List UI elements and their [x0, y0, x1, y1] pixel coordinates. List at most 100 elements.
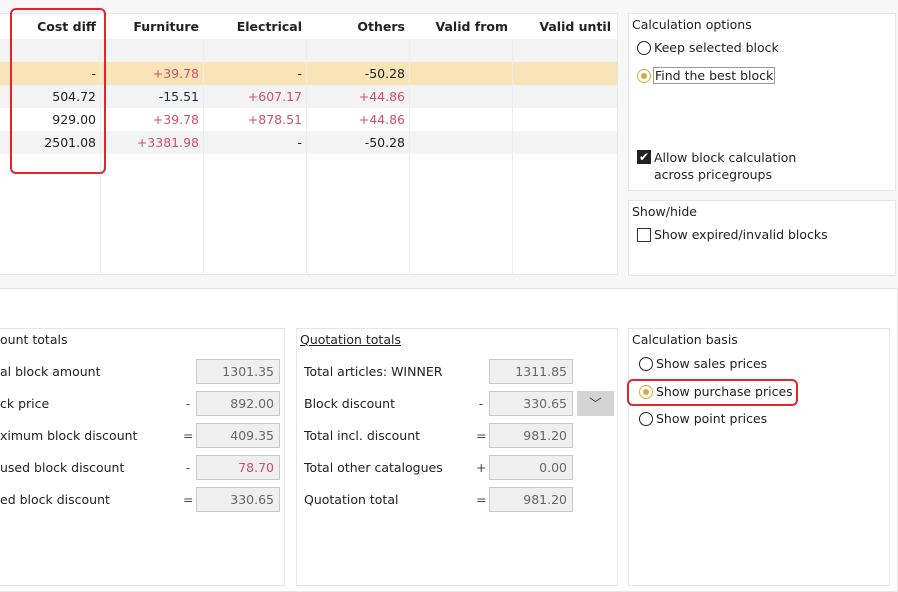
table-cell: -: [297, 135, 302, 150]
calculation-basis-title: Calculation basis: [632, 332, 738, 347]
col-header-electrical[interactable]: Electrical: [236, 19, 302, 34]
col-header-valid-until[interactable]: Valid until: [539, 19, 611, 34]
operator: =: [476, 428, 487, 443]
total-value-field[interactable]: 0.00: [489, 455, 573, 480]
total-value-field[interactable]: 330.65: [196, 487, 280, 512]
table-cell: -50.28: [364, 66, 405, 81]
total-label: Total articles: WINNER: [304, 364, 443, 379]
show-expired-checkbox[interactable]: [637, 228, 651, 242]
total-label: ck price: [0, 396, 50, 411]
operator: =: [476, 492, 487, 507]
table-cell: [512, 85, 615, 108]
table-row[interactable]: 929.00 +39.78 +878.51 +44.86: [0, 108, 617, 131]
table-cell: +3381.98: [136, 135, 199, 150]
column-divider: [306, 39, 307, 274]
column-divider: [409, 39, 410, 274]
table-row[interactable]: [0, 39, 617, 62]
cost-diff-highlight: [10, 8, 106, 174]
keep-selected-block-radio[interactable]: [637, 41, 651, 55]
show-purchase-prices-label[interactable]: Show purchase prices: [656, 384, 793, 399]
total-value-field[interactable]: 1301.35: [196, 359, 280, 384]
quotation-totals-panel: Quotation totals Total articles: WINNER …: [296, 328, 618, 586]
total-value-field[interactable]: 892.00: [196, 391, 280, 416]
col-header-furniture[interactable]: Furniture: [133, 19, 199, 34]
table-cell: -15.51: [158, 89, 199, 104]
show-sales-prices-label[interactable]: Show sales prices: [656, 356, 768, 371]
table-cell: +607.17: [247, 89, 302, 104]
table-cell: -: [91, 66, 96, 81]
operator: +: [476, 460, 487, 475]
total-value-field[interactable]: 981.20: [489, 423, 573, 448]
table-cell: [512, 108, 615, 131]
table-cell: +39.78: [152, 66, 199, 81]
operator: =: [183, 428, 194, 443]
table-cell: -: [297, 66, 302, 81]
total-label: Quotation total: [304, 492, 399, 507]
total-label: ed block discount: [0, 492, 110, 507]
account-totals-panel: ount totals al block amount 1301.35 ck pr…: [0, 328, 285, 586]
table-cell: [409, 62, 512, 85]
calculation-options-panel: Calculation options Keep selected block …: [628, 13, 896, 191]
total-label: used block discount: [0, 460, 125, 475]
table-cell: [409, 108, 512, 131]
allow-block-calculation-label-line2: across pricegroups: [654, 167, 772, 182]
show-hide-title: Show/hide: [632, 204, 697, 219]
blocks-table: Cost diff Furniture Electrical Others Va…: [0, 13, 618, 275]
column-divider: [100, 39, 101, 274]
total-label: ximum block discount: [0, 428, 138, 443]
show-expired-label[interactable]: Show expired/invalid blocks: [654, 227, 828, 242]
total-value-field[interactable]: 78.70: [196, 455, 280, 480]
show-purchase-prices-radio[interactable]: [639, 385, 653, 399]
total-label: Total other catalogues: [304, 460, 443, 475]
column-divider: [512, 39, 513, 274]
table-cell: [409, 39, 512, 62]
chevron-down-icon: ﹀: [589, 396, 602, 411]
show-point-prices-radio[interactable]: [639, 412, 653, 426]
table-cell: 2501.08: [44, 135, 96, 150]
find-best-block-radio[interactable]: [637, 69, 651, 83]
table-row[interactable]: 2501.08 +3381.98 - -50.28: [0, 131, 617, 154]
total-value-field[interactable]: 409.35: [196, 423, 280, 448]
col-header-valid-from[interactable]: Valid from: [435, 19, 508, 34]
table-row[interactable]: 504.72 -15.51 +607.17 +44.86: [0, 85, 617, 108]
total-value-field[interactable]: 1311.85: [489, 359, 573, 384]
allow-block-calculation-checkbox[interactable]: ✔: [637, 150, 651, 164]
quotation-totals-title: Quotation totals: [300, 332, 401, 347]
table-cell: [203, 39, 306, 62]
table-cell: -50.28: [364, 135, 405, 150]
table-cell: +878.51: [247, 112, 302, 127]
table-cell: [512, 39, 615, 62]
operator: -: [185, 460, 191, 475]
total-value-field[interactable]: 330.65: [489, 391, 573, 416]
keep-selected-block-label[interactable]: Keep selected block: [654, 40, 779, 55]
purchase-prices-highlight: [627, 379, 798, 406]
column-divider: [203, 39, 204, 274]
allow-block-calculation-label[interactable]: Allow block calculation: [654, 150, 797, 165]
col-header-cost-diff[interactable]: Cost diff: [37, 19, 96, 34]
account-totals-title: ount totals: [0, 332, 68, 347]
total-value-field[interactable]: 981.20: [489, 487, 573, 512]
show-point-prices-label[interactable]: Show point prices: [656, 411, 768, 426]
operator: -: [185, 396, 191, 411]
total-label: al block amount: [0, 364, 101, 379]
operator: =: [183, 492, 194, 507]
table-cell: +39.78: [152, 112, 199, 127]
show-sales-prices-radio[interactable]: [639, 357, 653, 371]
table-cell: 504.72: [52, 89, 96, 104]
table-cell: [409, 131, 512, 154]
operator: -: [478, 396, 484, 411]
block-discount-dropdown-button[interactable]: ﹀: [577, 391, 614, 416]
col-header-others[interactable]: Others: [357, 19, 405, 34]
table-cell: +44.86: [358, 112, 405, 127]
table-cell: 929.00: [52, 112, 96, 127]
table-cell: [100, 39, 203, 62]
table-cell: [512, 62, 615, 85]
calculation-basis-panel: Calculation basis Show sales prices Show…: [628, 328, 890, 586]
total-label: Block discount: [304, 396, 395, 411]
calculation-options-title: Calculation options: [632, 17, 752, 32]
find-best-block-label[interactable]: Find the best block: [653, 67, 776, 84]
total-label: Total incl. discount: [304, 428, 421, 443]
table-cell: +44.86: [358, 89, 405, 104]
table-row[interactable]: - +39.78 - -50.28: [0, 62, 617, 85]
show-hide-panel: Show/hide Show expired/invalid blocks: [628, 200, 896, 276]
